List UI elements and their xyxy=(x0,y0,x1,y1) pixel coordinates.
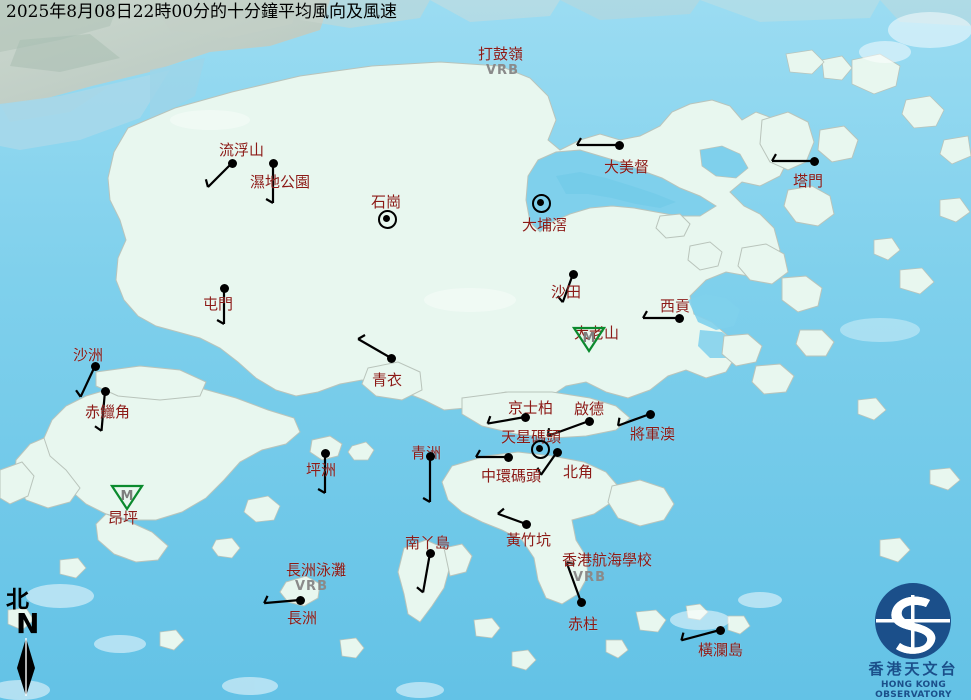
station-label: 坪洲 xyxy=(306,461,337,479)
compass-label-en: N xyxy=(16,607,40,640)
wind-barb xyxy=(486,415,526,425)
station-label: 沙田 xyxy=(551,283,582,301)
wind-barb xyxy=(357,334,392,359)
wind-barb xyxy=(497,507,527,526)
station-variable-wind-label: VRB xyxy=(486,63,519,78)
station-marker-dot xyxy=(504,453,513,462)
wind-barb xyxy=(263,595,301,605)
station-label: 中環碼頭 xyxy=(481,467,542,485)
station-label: 塔門 xyxy=(793,172,824,190)
wind-barb xyxy=(576,137,619,147)
station-marker-dot xyxy=(228,159,237,168)
wind-barb xyxy=(680,628,721,642)
compass-needle-icon xyxy=(17,638,35,696)
station-label: 將軍澳 xyxy=(630,425,676,443)
wind-barb xyxy=(216,288,226,325)
station-marker-dot xyxy=(646,410,655,419)
station-marker-dot xyxy=(321,449,330,458)
station-label: 濕地公園 xyxy=(250,173,311,191)
wind-barb xyxy=(546,419,590,438)
station-marker-calm xyxy=(531,440,550,459)
station-marker-dot xyxy=(269,159,278,168)
station-label: 大老山 xyxy=(574,324,620,342)
station-label: 北角 xyxy=(563,463,594,481)
wind-barb xyxy=(265,163,275,204)
station-label: 石崗 xyxy=(371,193,402,211)
station-variable-wind-label: VRB xyxy=(295,579,328,594)
station-label: 大埔滘 xyxy=(522,216,568,234)
wind-barb xyxy=(422,456,432,503)
station-label: 長洲泳灘 xyxy=(286,561,347,579)
lantau-island xyxy=(0,381,301,563)
compass-label-cn: 北 xyxy=(6,586,29,613)
station-label: 南丫島 xyxy=(405,534,451,552)
station-marker-dot xyxy=(387,354,396,363)
svg-text:M: M xyxy=(121,489,134,504)
station-label: 屯門 xyxy=(203,295,234,313)
station-marker-dot xyxy=(577,598,586,607)
station-label: 天星碼頭 xyxy=(501,428,562,446)
station-label: 橫瀾島 xyxy=(698,641,744,659)
station-label: 赤鱲角 xyxy=(85,403,131,421)
station-marker-dot xyxy=(553,448,562,457)
station-marker-missing: M xyxy=(110,483,144,511)
page-title: 2025年8月08日22時00分的十分鐘平均風向及風速 xyxy=(6,2,397,22)
station-label: 長洲 xyxy=(287,609,318,627)
station-label: 赤柱 xyxy=(568,615,599,633)
wind-barb xyxy=(565,561,583,603)
station-label: 西貢 xyxy=(660,297,691,315)
station-label: 大美督 xyxy=(604,158,650,176)
station-marker-dot xyxy=(91,362,100,371)
station-variable-wind-label: VRB xyxy=(573,570,606,585)
station-label: 打鼓嶺 xyxy=(478,45,524,63)
station-marker-dot xyxy=(296,596,305,605)
station-marker-dot xyxy=(101,387,110,396)
wind-barb xyxy=(317,453,327,494)
station-marker-dot xyxy=(810,157,819,166)
station-marker-dot xyxy=(569,270,578,279)
station-label: 昂坪 xyxy=(108,509,139,527)
wind-barb xyxy=(416,552,432,594)
wind-barb xyxy=(616,412,651,427)
station-label: 啟德 xyxy=(574,400,605,418)
station-marker-dot xyxy=(426,452,435,461)
station-marker-dot xyxy=(220,284,229,293)
logo-label-cn: 香港天文台 xyxy=(868,660,959,678)
station-marker-dot xyxy=(585,417,594,426)
station-label: 青衣 xyxy=(372,371,403,389)
station-marker-dot xyxy=(521,413,530,422)
station-label: 京士柏 xyxy=(508,399,554,417)
hong-kong-island xyxy=(441,451,675,605)
station-marker-calm xyxy=(532,194,551,213)
station-marker-dot xyxy=(675,314,684,323)
hko-emblem-icon xyxy=(875,583,951,659)
station-marker-dot xyxy=(716,626,725,635)
wind-barb xyxy=(94,390,107,432)
compass-rose: 北 N xyxy=(2,588,64,700)
station-marker-dot xyxy=(522,520,531,529)
station-marker-missing: M xyxy=(572,325,606,353)
station-label: 流浮山 xyxy=(219,141,265,159)
wind-barb xyxy=(475,449,508,459)
station-label: 沙洲 xyxy=(73,346,104,364)
wind-barb xyxy=(771,153,814,163)
station-marker-dot xyxy=(426,549,435,558)
station-marker-calm xyxy=(378,210,397,229)
wind-barb xyxy=(642,310,679,320)
station-label: 香港航海學校 xyxy=(562,551,653,569)
wind-barb xyxy=(75,365,96,398)
svg-text:M: M xyxy=(583,331,596,346)
logo-label-en: HONG KONG OBSERVATORY xyxy=(875,680,952,700)
hko-logo: 香港天文台 HONG KONG OBSERVATORY xyxy=(856,583,971,700)
wind-barb xyxy=(204,162,233,188)
station-marker-dot xyxy=(615,141,624,150)
station-label: 黃竹坑 xyxy=(506,531,552,549)
